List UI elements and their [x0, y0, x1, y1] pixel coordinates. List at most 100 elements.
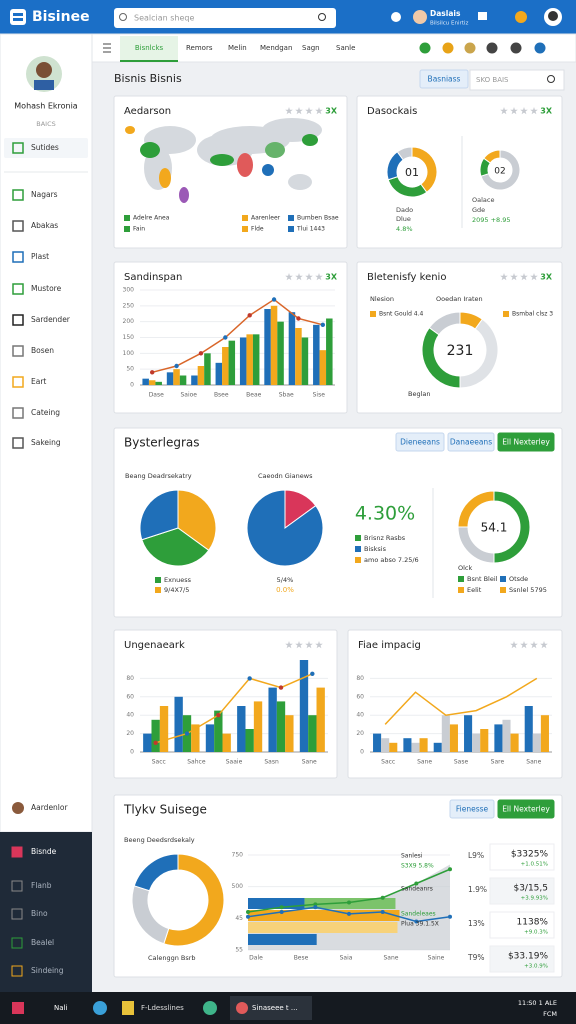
button-label[interactable]: Basniass	[428, 75, 461, 84]
legend-label: Otsde	[509, 575, 528, 583]
button[interactable]	[419, 69, 469, 89]
bar	[524, 706, 533, 752]
nav-item[interactable]: Bosen	[31, 346, 54, 355]
nav-item[interactable]: Bealel	[31, 938, 54, 947]
legend-swatch	[155, 587, 161, 593]
tab[interactable]: Sanle	[336, 44, 355, 52]
trend-line	[151, 298, 324, 374]
nav-item[interactable]: Sutides	[31, 143, 59, 152]
legend-label: Plua 39.1.5X	[401, 921, 439, 928]
y-tick-label: 0	[130, 749, 134, 756]
nav-item[interactable]: Flanb	[31, 881, 52, 890]
x-tick-label: Saine	[428, 955, 445, 962]
sidebar	[0, 33, 93, 833]
button-label[interactable]: Ell Nexterley	[502, 438, 550, 447]
button-label[interactable]: Fienesse	[456, 805, 489, 814]
search-box[interactable]	[114, 8, 336, 28]
legend-label: Sanlesi	[401, 853, 423, 860]
bar	[246, 334, 253, 385]
x-tick-label: Sacc	[381, 759, 395, 766]
y-tick-label: 55	[235, 947, 243, 954]
tab[interactable]: Remors	[186, 44, 213, 52]
y-tick-label: 250	[123, 302, 135, 309]
nav-item[interactable]: Abakas	[31, 221, 58, 230]
stat-box	[489, 911, 555, 939]
note: 0.0%	[276, 586, 294, 594]
tab[interactable]: Bisnlcks	[135, 44, 164, 52]
donut-segment	[396, 146, 413, 161]
profile-name: Mohash Ekronia	[14, 102, 78, 111]
nav-active[interactable]	[4, 138, 88, 158]
bar	[277, 321, 284, 385]
bar	[313, 324, 320, 385]
bar	[253, 701, 263, 752]
x-tick-label: Sane	[384, 955, 399, 962]
nav-item[interactable]: Eart	[31, 377, 46, 386]
nav-item[interactable]: Bino	[31, 909, 48, 918]
button-label[interactable]: Dieneeans	[400, 438, 440, 447]
card-title: Sandinspan	[124, 272, 182, 283]
button[interactable]	[497, 799, 555, 819]
icon	[515, 11, 527, 23]
taskbar-item[interactable]: Sinaseee t ...	[252, 1004, 298, 1012]
map-region	[179, 187, 189, 203]
start-icon[interactable]	[12, 1002, 24, 1014]
button-label[interactable]: Danaeeans	[450, 438, 492, 447]
x-tick-label: Sbae	[279, 392, 294, 399]
clock-date: FCM	[543, 1010, 557, 1018]
star	[295, 107, 303, 115]
nav-item[interactable]: Sindeing	[31, 966, 64, 975]
stat-sub: +3.9.93%	[521, 896, 548, 902]
card-title: Tlykv Suisege	[123, 803, 207, 817]
bar	[299, 660, 309, 752]
bar	[151, 719, 160, 752]
nav-item[interactable]: Sakeing	[31, 438, 61, 447]
taskbar-item[interactable]: F-Ldesslines	[141, 1004, 184, 1012]
y-tick-label: 150	[123, 334, 135, 341]
nav-icon	[12, 220, 24, 232]
bar	[308, 715, 317, 752]
bar	[540, 715, 549, 752]
button[interactable]	[447, 432, 495, 452]
nav-icon	[11, 846, 23, 858]
nav-item[interactable]: Plast	[31, 252, 49, 261]
pie-slice	[177, 489, 217, 552]
bar	[264, 309, 271, 385]
taskbar-icon	[236, 1002, 248, 1014]
tab[interactable]: Melin	[228, 44, 247, 52]
search-box[interactable]	[469, 69, 565, 91]
button[interactable]	[449, 799, 495, 819]
nav-item[interactable]: Sardender	[31, 315, 71, 324]
tab[interactable]: Sagn	[302, 44, 320, 52]
tab-active[interactable]	[120, 36, 178, 62]
tab[interactable]: Mendgan	[260, 44, 292, 52]
search-placeholder[interactable]: Sealcian sheqe	[134, 14, 195, 23]
star	[510, 273, 518, 281]
button[interactable]	[395, 432, 445, 452]
bar	[419, 738, 428, 752]
nav-item[interactable]: Bisnde	[31, 847, 57, 856]
nav-item[interactable]: Nagars	[31, 190, 58, 199]
legend-swatch	[355, 535, 361, 541]
button-label[interactable]: Ell Nexterley	[502, 805, 550, 814]
search-placeholder[interactable]: SKO BAIS	[476, 76, 509, 84]
bar	[252, 334, 260, 385]
nav-icon	[12, 251, 24, 263]
line-point	[149, 370, 155, 375]
nav-icon	[12, 376, 24, 388]
bar	[319, 350, 327, 385]
legend-swatch	[503, 311, 509, 317]
toolbar-icon	[464, 42, 476, 54]
badge: 3X	[325, 273, 338, 282]
line-point	[247, 676, 252, 681]
bar	[502, 719, 511, 752]
taskbar-item[interactable]: Nali	[54, 1004, 67, 1012]
bar	[480, 729, 489, 752]
bar	[295, 328, 302, 385]
nav-item[interactable]: Cateing	[31, 408, 60, 417]
button[interactable]	[497, 432, 555, 452]
nav-item[interactable]: Mustore	[31, 284, 62, 293]
bar	[373, 733, 382, 752]
nav-icon	[12, 437, 24, 449]
